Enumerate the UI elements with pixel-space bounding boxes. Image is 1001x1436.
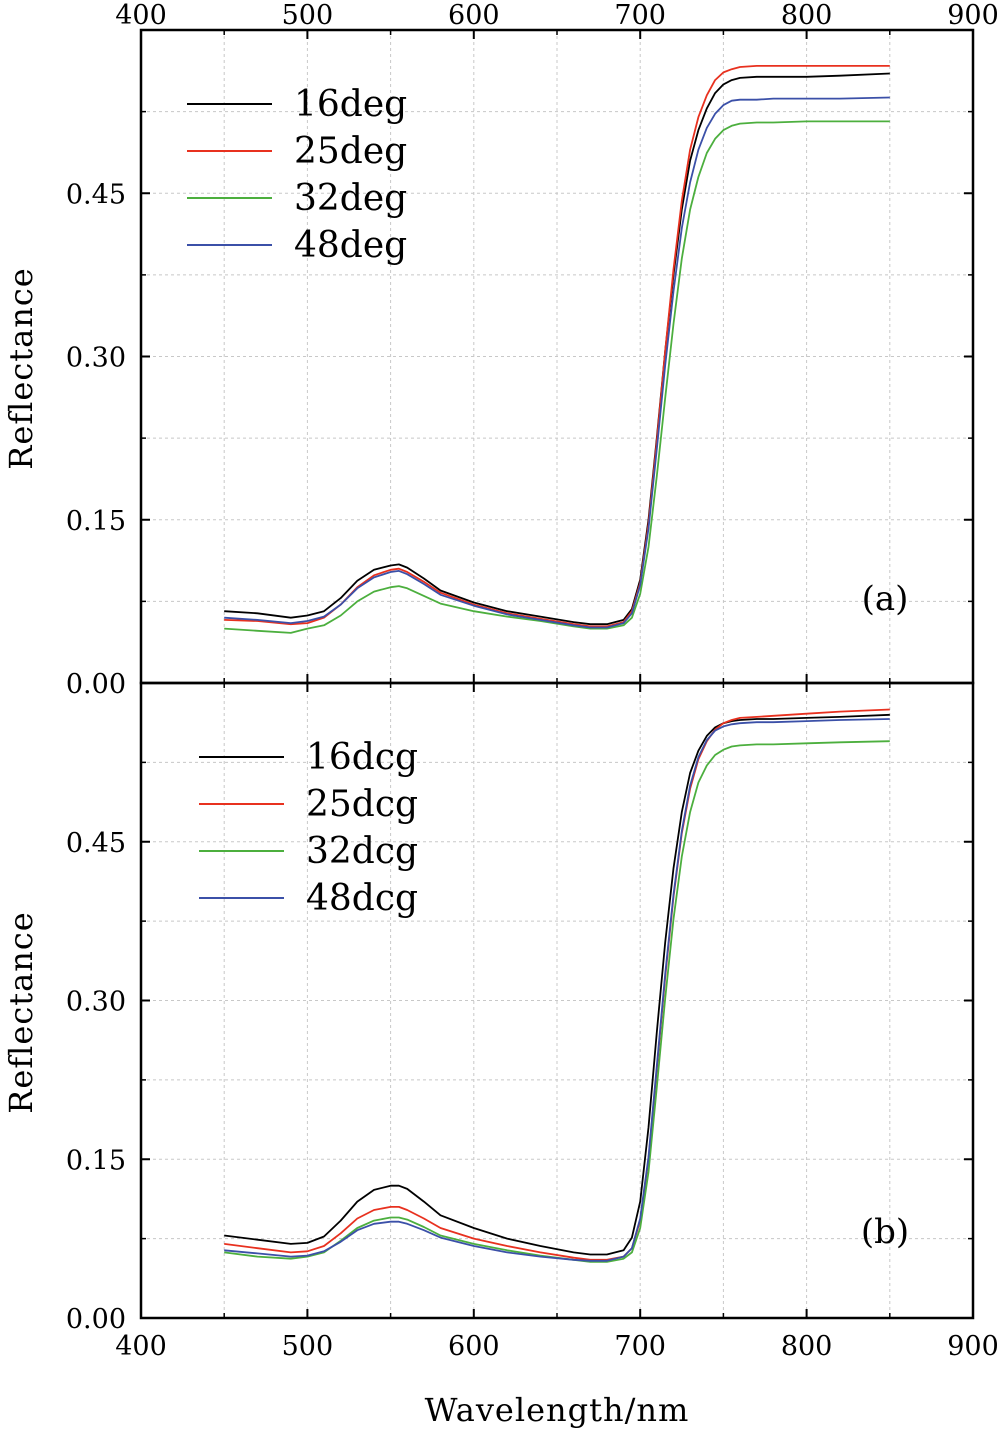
x-tick-label: 800 (781, 0, 833, 31)
x-tick-label: 900 (947, 1331, 999, 1362)
x-tick-labels: 400 500 600 700 800 900 (115, 1331, 999, 1362)
legend-label-32deg: 32deg (294, 178, 407, 219)
x-tick-label: 500 (282, 1331, 334, 1362)
series-line-48dcg (224, 718, 890, 1262)
series-lines (224, 65, 890, 634)
x-tick-label: 600 (448, 1331, 500, 1362)
x-tick-label: 700 (614, 0, 666, 31)
x-tick-label: 400 (115, 1331, 167, 1362)
y-tick-labels: 0.00 0.15 0.30 0.45 (66, 828, 126, 1335)
series-line-16deg (224, 72, 890, 626)
x-tick-label: 600 (448, 0, 500, 31)
y-tick-label: 0.30 (66, 987, 126, 1018)
x-tick-label: 500 (282, 0, 334, 31)
x-tick-labels: 400 500 600 700 800 900 (115, 0, 999, 31)
y-tick-label: 0.30 (66, 343, 126, 374)
x-tick-label: 400 (115, 0, 167, 31)
grid (141, 683, 973, 1318)
y-axis-title: Reflectance (2, 267, 40, 469)
series-line-48deg (224, 96, 890, 629)
panel-b: 400 500 600 700 800 900 0.00 0.15 0.30 0.45 Reflec… (2, 681, 999, 1429)
x-tick-label: 900 (947, 0, 999, 31)
legend-label-48deg: 48deg (294, 225, 407, 266)
y-tick-label: 0.00 (66, 669, 126, 700)
legend-label-48dcg: 48dcg (306, 878, 418, 919)
y-tick-label: 0.00 (66, 1304, 126, 1335)
y-tick-label: 0.45 (66, 179, 126, 210)
legend-label-25deg: 25deg (294, 131, 407, 172)
y-tick-labels: 0.00 0.15 0.30 0.45 (66, 179, 126, 700)
panel-label: (a) (862, 579, 909, 619)
legend-label-16deg: 16deg (294, 84, 407, 125)
panel-a: 400 500 600 700 800 900 0.00 0.15 0.30 0.45 Reflec… (2, 0, 999, 700)
x-tick-label: 700 (614, 1331, 666, 1362)
panel-label: (b) (861, 1212, 909, 1252)
legend-label-25dcg: 25dcg (306, 784, 418, 825)
series-lines (224, 708, 890, 1263)
x-axis-title: Wavelength/nm (425, 1391, 690, 1429)
grid (141, 30, 973, 683)
y-tick-label: 0.45 (66, 828, 126, 859)
legend: 16dcg 25dcg 32dcg 48dcg (199, 737, 418, 919)
series-line-32dcg (224, 740, 890, 1263)
y-axis-title: Reflectance (2, 911, 40, 1113)
ticks (140, 683, 974, 1319)
y-tick-label: 0.15 (66, 506, 126, 537)
legend-label-32dcg: 32dcg (306, 831, 418, 872)
series-line-32deg (224, 120, 890, 634)
legend-label-16dcg: 16dcg (306, 737, 418, 778)
y-tick-label: 0.15 (66, 1145, 126, 1176)
plot-frame (139, 681, 975, 1320)
legend: 16deg 25deg 32deg 48deg (187, 84, 407, 266)
x-tick-label: 800 (781, 1331, 833, 1362)
